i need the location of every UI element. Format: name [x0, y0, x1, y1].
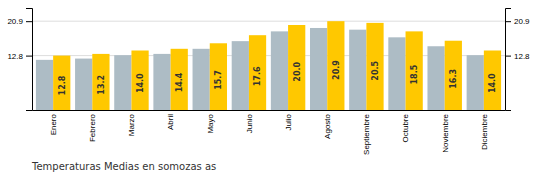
data-label: 16.3: [449, 69, 458, 89]
bar: [114, 55, 131, 110]
tick-label: Noviembre: [441, 113, 450, 152]
tick-label: 20.9: [7, 17, 23, 26]
data-label: 20.0: [292, 61, 301, 81]
tick: Febrero: [88, 110, 97, 142]
tick: 20.9: [7, 17, 32, 26]
bar: [366, 23, 383, 110]
axis-line: [33, 110, 506, 111]
data-labels: 12.8 13.2 14.0 14.4 15.7 17.6 20.0 20.9 20.5 18.5…: [58, 60, 498, 96]
y-axis-right: 12.8 20.9: [505, 9, 530, 111]
title: Temperaturas Medias en somozas as: [31, 161, 216, 172]
tick: Julio: [284, 110, 293, 130]
tick: Marzo: [127, 110, 136, 136]
bar: [131, 51, 148, 111]
tick-label: Septiembre: [362, 113, 371, 154]
bar: [153, 54, 170, 110]
data-label: 18.5: [410, 64, 419, 84]
plot: 12.8 13.2 14.0 14.4 15.7 17.6 20.0 20.9 20.5 18.5…: [7, 9, 530, 155]
tick-mark: [26, 56, 32, 57]
chart: 12.8 13.2 14.0 14.4 15.7 17.6 20.0 20.9 20.5 18.5…: [0, 0, 537, 174]
axis-line: [26, 9, 33, 111]
tick-label: Agosto: [323, 113, 332, 138]
data-label: 14.0: [136, 73, 145, 93]
axis-line: [506, 9, 512, 111]
tick: 12.8: [7, 52, 32, 61]
tick-label: Octubre: [401, 113, 410, 142]
bar: [36, 60, 53, 110]
tick: Octubre: [401, 110, 410, 142]
bar: [406, 31, 423, 110]
bar: [53, 56, 70, 110]
data-label: 12.8: [58, 75, 67, 95]
bar: [232, 41, 249, 110]
tick-label: 12.8: [7, 52, 23, 61]
tick-label: Febrero: [88, 113, 97, 142]
tick-mark: [505, 56, 511, 57]
tick: Junio: [245, 110, 254, 133]
data-label: 17.6: [253, 66, 262, 86]
bar: [193, 49, 210, 110]
tick-label: Julio: [284, 113, 293, 130]
y-axis: 12.8 20.9: [7, 9, 32, 111]
tick: Enero: [49, 110, 58, 135]
grid-line: [32, 21, 505, 22]
bar: [210, 43, 227, 110]
tick-label: Marzo: [127, 113, 136, 136]
tick: Abril: [166, 110, 175, 130]
data-label: 13.2: [97, 75, 106, 95]
bar: [92, 54, 109, 110]
bar: [388, 37, 405, 110]
tick-mark: [505, 21, 511, 22]
tick-label: Junio: [245, 113, 254, 133]
tick-label: Diciembre: [480, 113, 489, 150]
data-label: 14.4: [175, 72, 184, 92]
tick-label: Abril: [166, 114, 175, 130]
bar: [310, 28, 327, 110]
bar: [327, 21, 344, 110]
tick: Noviembre: [441, 110, 450, 153]
bar: [75, 59, 92, 110]
data-label: 14.0: [488, 73, 497, 93]
data-label: 20.9: [332, 60, 341, 80]
tick-label: 20.9: [514, 17, 530, 26]
bar: [271, 31, 288, 110]
bar: [445, 41, 462, 110]
tick: Septiembre: [362, 110, 371, 155]
bar: [288, 25, 305, 110]
bar: [171, 49, 188, 110]
tick: Mayo: [206, 110, 215, 134]
bar: [349, 30, 366, 110]
tick: Agosto: [323, 110, 332, 139]
tick-label: Enero: [49, 113, 58, 135]
x-axis: Enero Febrero Marzo Abril Mayo Junio Julio Agos…: [33, 110, 506, 155]
tick-label: Mayo: [206, 113, 215, 133]
tick: 20.9: [505, 17, 530, 26]
tick-mark: [26, 21, 32, 22]
tick: 12.8: [505, 52, 530, 61]
tick-label: 12.8: [514, 52, 530, 61]
bar: [467, 55, 484, 110]
bar: [427, 46, 444, 110]
data-label: 20.5: [371, 60, 380, 80]
bar: [484, 51, 501, 111]
bars: [36, 21, 501, 110]
tick: Diciembre: [480, 110, 489, 150]
bar: [249, 35, 266, 110]
data-label: 15.7: [214, 70, 223, 90]
